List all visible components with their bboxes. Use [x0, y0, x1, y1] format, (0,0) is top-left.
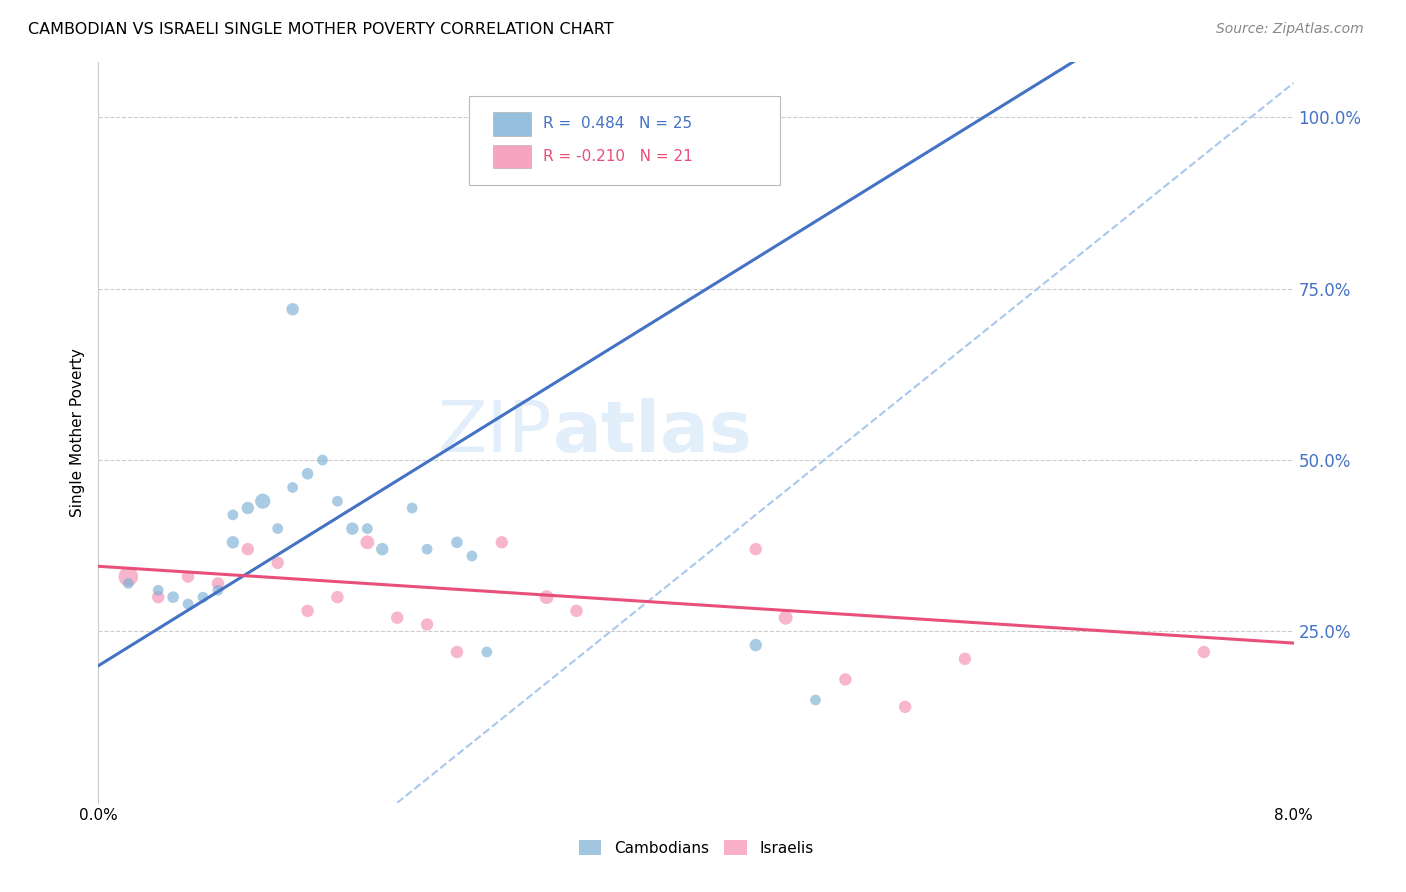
Point [491, 535, 513, 549]
Text: CAMBODIAN VS ISRAELI SINGLE MOTHER POVERTY CORRELATION CHART: CAMBODIAN VS ISRAELI SINGLE MOTHER POVER… [28, 22, 614, 37]
Point [311, 453, 333, 467]
Point [117, 576, 139, 591]
Point [953, 652, 976, 666]
Point [326, 590, 349, 604]
Point [1192, 645, 1215, 659]
Point [775, 610, 797, 624]
Point [162, 590, 184, 604]
Point [804, 693, 827, 707]
Point [401, 501, 423, 516]
Point [745, 542, 768, 557]
Point [475, 645, 498, 659]
Point [385, 610, 409, 624]
Point [236, 501, 259, 516]
Text: R =  0.484   N = 25: R = 0.484 N = 25 [543, 116, 692, 131]
Point [281, 480, 304, 494]
Point [894, 699, 917, 714]
Point [177, 597, 200, 611]
Text: Source: ZipAtlas.com: Source: ZipAtlas.com [1216, 22, 1364, 37]
Point [148, 590, 170, 604]
Point [267, 522, 290, 536]
Point [356, 535, 378, 549]
Point [207, 576, 229, 591]
Point [416, 542, 439, 557]
Point [745, 638, 768, 652]
Point [222, 535, 245, 549]
Legend: Cambodians, Israelis: Cambodians, Israelis [572, 834, 820, 862]
Point [267, 556, 290, 570]
Point [446, 535, 468, 549]
Text: R = -0.210   N = 21: R = -0.210 N = 21 [543, 149, 693, 164]
Text: atlas: atlas [553, 398, 752, 467]
Point [117, 569, 139, 583]
Point [536, 590, 558, 604]
Point [222, 508, 245, 522]
Point [416, 617, 439, 632]
Point [446, 645, 468, 659]
FancyBboxPatch shape [494, 112, 531, 136]
Point [834, 673, 856, 687]
Point [565, 604, 588, 618]
FancyBboxPatch shape [494, 145, 531, 169]
Point [236, 542, 259, 557]
Point [281, 302, 304, 317]
Y-axis label: Single Mother Poverty: Single Mother Poverty [69, 348, 84, 517]
Point [252, 494, 274, 508]
Text: ZIP: ZIP [439, 398, 553, 467]
Point [326, 494, 349, 508]
Point [297, 604, 319, 618]
Point [371, 542, 394, 557]
Point [177, 569, 200, 583]
Point [191, 590, 214, 604]
Point [461, 549, 484, 563]
Point [356, 522, 378, 536]
Point [207, 583, 229, 598]
Point [148, 583, 170, 598]
Point [342, 522, 364, 536]
Point [297, 467, 319, 481]
FancyBboxPatch shape [470, 95, 780, 185]
